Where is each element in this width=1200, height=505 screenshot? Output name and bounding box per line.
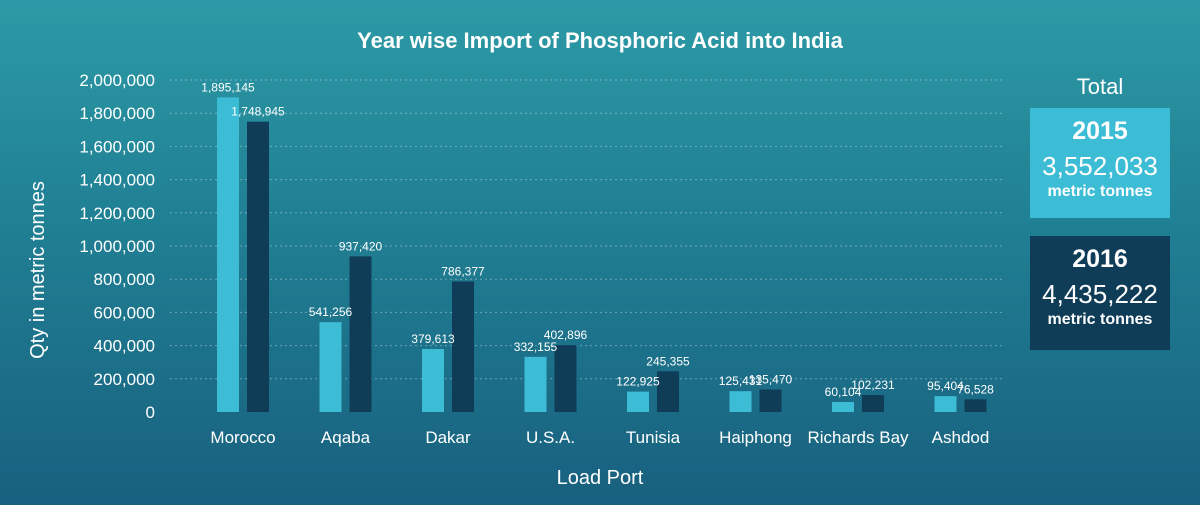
x-category-label: Morocco: [210, 428, 275, 447]
bar-series-2: [759, 389, 782, 412]
bar-data-label: 379,613: [411, 332, 455, 346]
bar-data-label: 122,925: [616, 375, 660, 389]
bar-series-2: [862, 395, 884, 412]
bar-data-label: 1,748,945: [231, 105, 285, 119]
bar-series-1: [422, 348, 444, 412]
bar-data-label: 245,355: [646, 354, 690, 368]
chart-title: Year wise Import of Phosphoric Acid into…: [357, 28, 843, 53]
y-tick-label: 200,000: [94, 370, 155, 389]
total-2016-box: 2016 4,435,222 metric tonnes: [1030, 236, 1170, 350]
gridlines: [170, 79, 1005, 380]
totals-heading: Total: [1076, 74, 1124, 99]
x-axis-categories: Morocco Aqaba Dakar U.S.A. Tunisia Haiphong Ri…: [210, 428, 989, 447]
bar-data-label: 125,431: [719, 374, 763, 388]
bar-series-1: [319, 322, 342, 412]
x-category-label: Tunisia: [626, 428, 681, 447]
y-tick-label: 1,200,000: [79, 204, 155, 223]
bar-data-label: 60,104: [825, 385, 862, 399]
y-tick-label: 1,800,000: [79, 104, 155, 123]
bar-series-1: [729, 391, 752, 412]
bar-series-2: [349, 256, 372, 412]
bar-series-2: [452, 281, 474, 412]
bar-data-label: 102,231: [851, 378, 895, 392]
x-category-label: U.S.A.: [526, 428, 575, 447]
total-unit: metric tonnes: [1047, 311, 1153, 328]
bar-data-label: 541,256: [309, 305, 353, 319]
x-category-label: Dakar: [425, 428, 471, 447]
x-category-label: Richards Bay: [807, 428, 909, 447]
bar-data-label: 937,420: [339, 239, 383, 253]
total-unit: metric tonnes: [1047, 183, 1153, 200]
bar-data-label: 135,470: [749, 373, 793, 387]
bar-data-label: 402,896: [544, 328, 588, 342]
x-axis-title: Load Port: [557, 467, 644, 489]
data-labels: 1,895,145 1,748,945 541,256 937,420 379,613 7…: [201, 80, 994, 399]
bar-series-2: [964, 399, 987, 412]
bar-series-2: [554, 345, 577, 412]
y-tick-label: 2,000,000: [79, 71, 155, 90]
bar-chart: Year wise Import of Phosphoric Acid into…: [27, 28, 1005, 489]
y-tick-label: 0: [146, 403, 155, 422]
bar-data-label: 786,377: [441, 264, 485, 278]
bar-series-2: [247, 121, 269, 412]
bar-series-1: [217, 97, 239, 412]
bar-data-label: 76,528: [957, 382, 994, 396]
total-value: 4,435,222: [1042, 279, 1158, 309]
bar-series-1: [627, 391, 649, 412]
bar-data-label: 332,155: [514, 340, 558, 354]
x-category-label: Aqaba: [321, 428, 371, 447]
bar-data-label: 1,895,145: [201, 80, 255, 94]
total-year: 2015: [1072, 117, 1128, 145]
y-tick-label: 600,000: [94, 303, 155, 322]
x-category-label: Haiphong: [719, 428, 792, 447]
bar-series-1: [832, 402, 854, 412]
bar-series-1: [524, 356, 547, 412]
bar-series-1: [934, 396, 957, 412]
x-category-label: Ashdod: [932, 428, 990, 447]
y-axis-title: Qty in metric tonnes: [27, 181, 49, 359]
bar-series-2: [657, 371, 679, 412]
y-tick-label: 400,000: [94, 337, 155, 356]
y-tick-label: 800,000: [94, 270, 155, 289]
total-value: 3,552,033: [1042, 151, 1158, 181]
y-axis-ticks: 0 200,000 400,000 600,000 800,000 1,000,000 1,…: [79, 71, 155, 422]
total-2015-box: 2015 3,552,033 metric tonnes: [1030, 108, 1170, 218]
y-tick-label: 1,400,000: [79, 171, 155, 190]
bars: [217, 97, 987, 412]
total-year: 2016: [1072, 245, 1128, 273]
y-tick-label: 1,600,000: [79, 137, 155, 156]
y-tick-label: 1,000,000: [79, 237, 155, 256]
bar-data-label: 95,404: [927, 379, 964, 393]
